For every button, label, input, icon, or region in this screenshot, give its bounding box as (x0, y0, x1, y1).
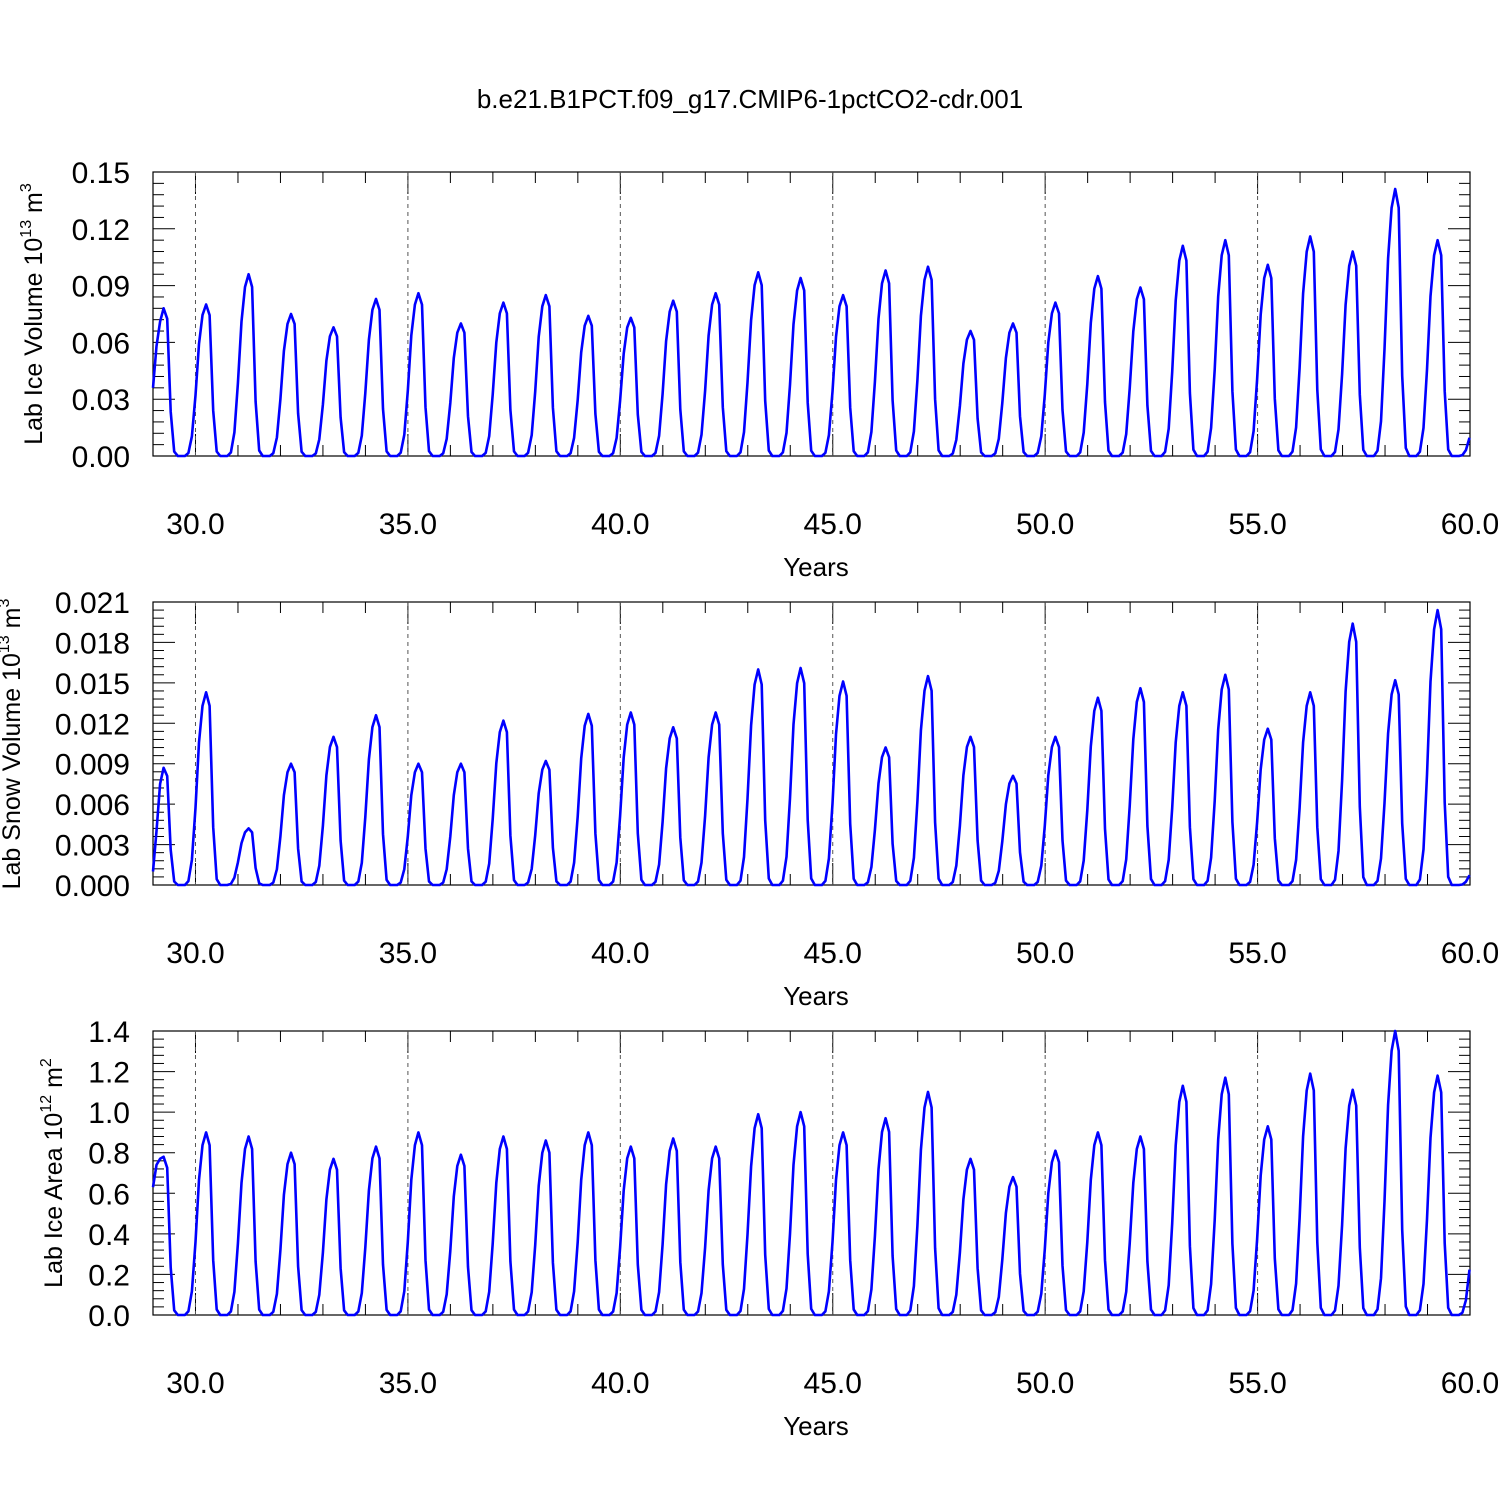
x-tick-label: 55.0 (1228, 1367, 1286, 1400)
x-axis-label: Years (783, 552, 849, 582)
panel-lab-ice-volume: 30.0 35.0 40.0 45.0 50.0 55.0 60.0 Years 0.00 0.0… (18, 157, 1499, 582)
y-tick-label: 0.003 (55, 830, 130, 863)
y-axis-label: Lab Ice Volume 1013 m3 (18, 183, 48, 445)
series-line (151, 1029, 1471, 1317)
x-tick-label: 40.0 (591, 508, 649, 541)
x-tick-label: 40.0 (591, 1367, 649, 1400)
series-line (151, 608, 1471, 887)
y-tick-label: 0.00 (72, 441, 130, 474)
y-tick-label: 0.006 (55, 789, 130, 822)
y-tick-label: 0.15 (72, 157, 130, 190)
x-tick-label: 45.0 (804, 1367, 862, 1400)
x-tick-label: 55.0 (1228, 937, 1286, 970)
figure-title: b.e21.B1PCT.f09_g17.CMIP6-1pctCO2-cdr.00… (477, 84, 1023, 114)
y-tick-label: 1.0 (88, 1097, 130, 1130)
plot-frame (152, 601, 1471, 886)
x-tick-label: 60.0 (1441, 508, 1499, 541)
y-tick-label: 0.03 (72, 384, 130, 417)
x-tick-label: 30.0 (166, 937, 224, 970)
plot-frame (152, 171, 1471, 457)
y-tick-label: 1.2 (88, 1057, 130, 1090)
x-tick-label: 60.0 (1441, 937, 1499, 970)
y-tick-label: 0.4 (88, 1219, 130, 1252)
x-tick-label: 55.0 (1228, 508, 1286, 541)
y-tick-label: 0.021 (55, 587, 130, 620)
x-tick-label: 50.0 (1016, 508, 1074, 541)
y-tick-label: 0.000 (55, 870, 130, 903)
y-tick-label: 0.09 (72, 271, 130, 304)
y-tick-label: 0.009 (55, 749, 130, 782)
x-tick-label: 35.0 (379, 937, 437, 970)
x-tick-label: 45.0 (804, 937, 862, 970)
x-axis-label: Years (783, 1411, 849, 1441)
x-tick-label: 50.0 (1016, 937, 1074, 970)
x-tick-label: 30.0 (166, 508, 224, 541)
x-tick-label: 35.0 (379, 508, 437, 541)
y-axis-label: Lab Ice Area 1012 m2 (38, 1058, 68, 1288)
x-tick-label: 60.0 (1441, 1367, 1499, 1400)
y-tick-label: 0.12 (72, 214, 130, 247)
x-tick-label: 50.0 (1016, 1367, 1074, 1400)
panel-lab-snow-volume: 30.0 35.0 40.0 45.0 50.0 55.0 60.0 Years 0.000 0.… (0, 587, 1499, 1011)
x-tick-label: 40.0 (591, 937, 649, 970)
y-tick-label: 0.2 (88, 1259, 130, 1292)
panel-lab-ice-area: 30.0 35.0 40.0 45.0 50.0 55.0 60.0 Years 0.0 0.2 0… (38, 1016, 1499, 1441)
y-tick-label: 0.018 (55, 627, 130, 660)
plot-frame (152, 1030, 1471, 1316)
series-line (151, 187, 1471, 458)
y-tick-label: 0.0 (88, 1300, 130, 1333)
x-tick-label: 35.0 (379, 1367, 437, 1400)
x-tick-label: 30.0 (166, 1367, 224, 1400)
y-tick-label: 0.06 (72, 327, 130, 360)
y-tick-label: 0.015 (55, 668, 130, 701)
y-tick-label: 1.4 (88, 1016, 130, 1049)
y-axis-label: Lab Snow Volume 1013 m3 (0, 599, 26, 890)
x-axis-label: Years (783, 981, 849, 1011)
y-tick-label: 0.8 (88, 1138, 130, 1171)
y-tick-label: 0.012 (55, 708, 130, 741)
y-tick-label: 0.6 (88, 1178, 130, 1211)
x-tick-label: 45.0 (804, 508, 862, 541)
